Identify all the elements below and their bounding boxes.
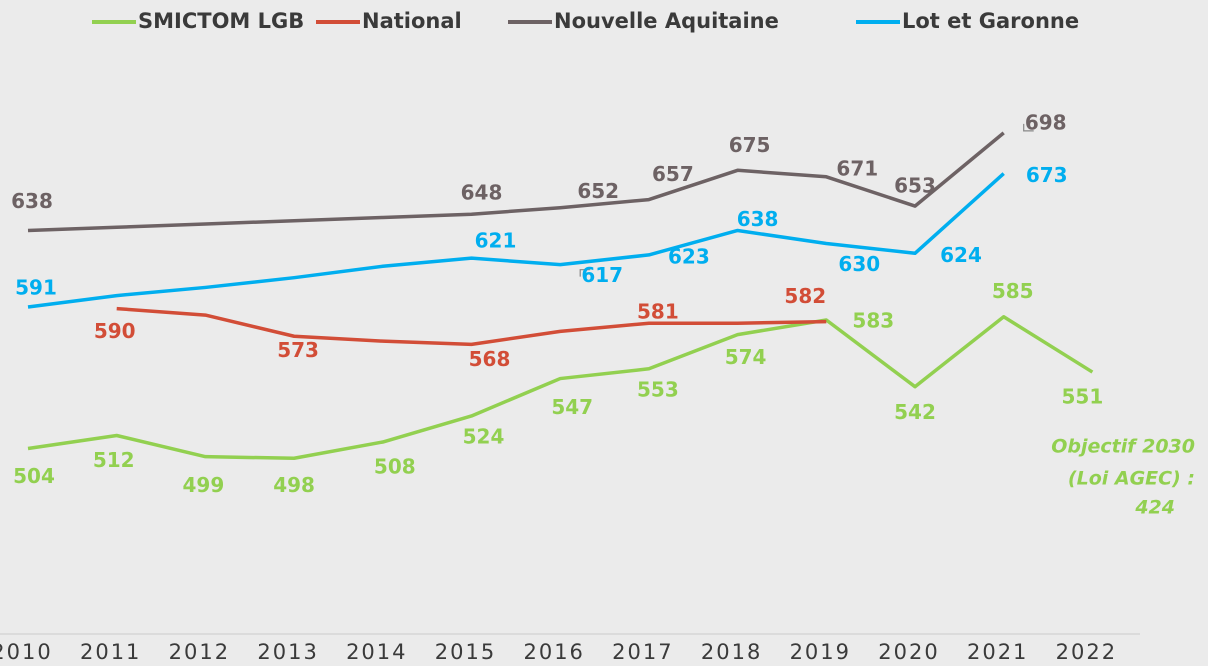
data-label: 673 xyxy=(1026,163,1068,187)
series-line xyxy=(27,314,1094,461)
annotation: Objectif 2030 xyxy=(1051,436,1195,458)
legend-label: Lot et Garonne xyxy=(902,9,1079,33)
data-label: 671 xyxy=(836,156,878,180)
x-tick-label: 2017 xyxy=(612,640,673,664)
annotation: 424 xyxy=(1134,497,1175,519)
data-label: 582 xyxy=(784,284,826,308)
data-label: 504 xyxy=(13,464,55,488)
legend-label: SMICTOM LGB xyxy=(138,9,304,33)
x-tick-label: 2022 xyxy=(1056,640,1117,664)
x-tick-label: 2018 xyxy=(701,640,762,664)
series-line xyxy=(116,306,827,347)
annotation: (Loi AGEC) : xyxy=(1068,468,1195,490)
data-label: 638 xyxy=(11,189,53,213)
data-label: 638 xyxy=(737,207,779,231)
legend-label: Nouvelle Aquitaine xyxy=(554,9,779,33)
series-line xyxy=(27,131,1005,233)
x-tick-label: 2010 xyxy=(0,640,53,664)
data-label: 553 xyxy=(637,377,679,401)
data-label: 508 xyxy=(374,455,416,479)
x-tick-label: 2011 xyxy=(80,640,141,664)
label-connector xyxy=(1023,123,1034,132)
x-tick-label: 2016 xyxy=(523,640,584,664)
data-label: 657 xyxy=(652,162,694,186)
data-label: 617 xyxy=(581,263,623,287)
data-label: 698 xyxy=(1025,110,1067,134)
x-tick-label: 2019 xyxy=(790,640,851,664)
data-label: 499 xyxy=(183,473,225,497)
data-label: 585 xyxy=(992,279,1034,303)
data-label: 623 xyxy=(668,244,710,268)
data-label: 653 xyxy=(894,174,936,198)
x-tick-label: 2021 xyxy=(967,640,1028,664)
x-tick-label: 2020 xyxy=(878,640,939,664)
x-tick-label: 2015 xyxy=(435,640,496,664)
data-label: 568 xyxy=(469,347,511,371)
data-label: 573 xyxy=(277,338,319,362)
series-line xyxy=(27,172,1005,309)
data-label: 630 xyxy=(838,252,880,276)
data-label: 542 xyxy=(894,400,936,424)
x-tick-label: 2014 xyxy=(346,640,407,664)
data-label: 574 xyxy=(725,345,767,369)
data-label: 652 xyxy=(577,179,619,203)
data-label: 591 xyxy=(15,275,57,299)
data-label: 624 xyxy=(940,243,982,267)
data-label: 551 xyxy=(1062,385,1104,409)
x-tick-label: 2012 xyxy=(169,640,230,664)
data-label: 498 xyxy=(273,473,315,497)
data-label: 590 xyxy=(94,319,136,343)
data-label: 583 xyxy=(852,308,894,332)
label-connector xyxy=(579,269,591,277)
data-label: 581 xyxy=(637,300,679,324)
data-label: 675 xyxy=(729,133,771,157)
data-label: 621 xyxy=(475,229,517,253)
data-label: 547 xyxy=(551,395,593,419)
x-tick-label: 2013 xyxy=(257,640,318,664)
data-label: 524 xyxy=(463,424,505,448)
data-label: 648 xyxy=(461,181,503,205)
data-label: 512 xyxy=(93,448,135,472)
legend-label: National xyxy=(362,9,462,33)
